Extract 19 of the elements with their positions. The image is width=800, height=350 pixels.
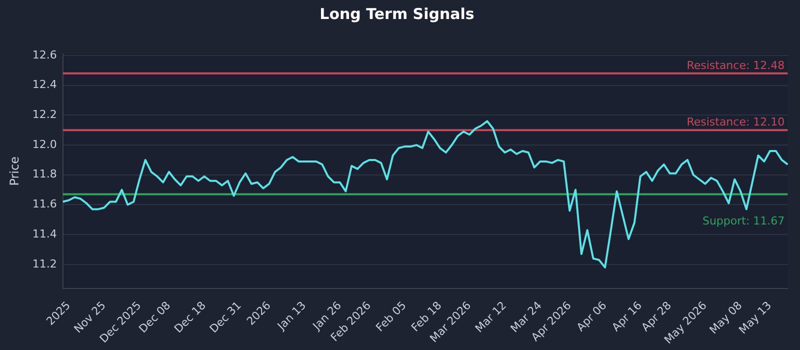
y-tick-label: 11.8 [32,168,57,181]
x-tick-label: Jan 13 [274,298,309,334]
chart-title: Long Term Signals [320,4,474,23]
y-tick-label: 11.6 [32,198,57,211]
x-tick-label: Apr 06 [574,298,610,334]
y-tick-label: 12.4 [32,78,57,92]
x-tick-label: Dec 31 [207,298,244,336]
ref-line-label: Resistance: 12.10 [686,115,785,128]
y-tick-label: 12.0 [32,138,57,151]
x-tick-label: Feb 05 [373,298,409,334]
y-tick-label: 11.2 [32,257,57,270]
y-axis-title: Price [7,156,22,186]
y-tick-label: 12.6 [32,48,57,62]
x-tick-label: Dec 18 [172,298,208,336]
y-tick-label: 11.4 [32,227,57,240]
x-tick-label: Mar 12 [472,298,509,336]
ref-line-label: Resistance: 12.48 [686,58,785,72]
y-tick-label: 12.2 [32,108,57,122]
ref-line-label: Support: 11.67 [702,214,785,228]
